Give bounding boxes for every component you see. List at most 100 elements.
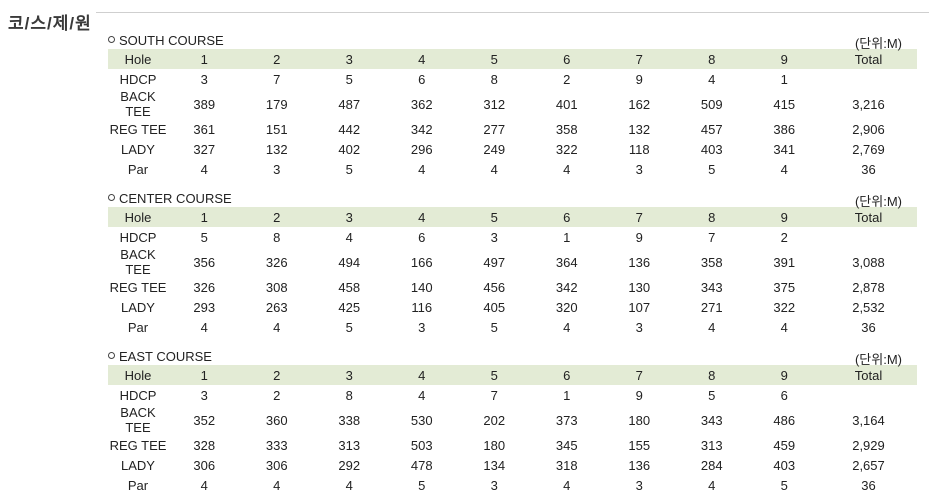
table-cell: 494: [338, 254, 361, 270]
table-cell: 509: [700, 96, 723, 112]
table-cell: 326: [193, 279, 216, 295]
table-cell: 263: [265, 299, 288, 315]
table-cell: 3: [313, 207, 386, 227]
table-cell: 345: [555, 437, 578, 453]
table-cell: 318: [555, 457, 578, 473]
table-cell: 4: [490, 161, 498, 177]
table-cell: 458: [338, 279, 361, 295]
table-cell: 2: [240, 49, 313, 69]
table-cell: 4: [780, 319, 788, 335]
table-cell: 277: [483, 121, 506, 137]
row-label: BACK TEE: [120, 247, 156, 277]
table-cell: 308: [265, 279, 288, 295]
table-cell: 6: [780, 387, 788, 403]
table-cell: 8: [490, 71, 498, 87]
table-cell: 530: [410, 412, 433, 428]
hole-header-row: Hole 1 2 3 4 5 6 7 8 9 Total: [108, 207, 917, 227]
table-cell: 4: [563, 477, 571, 493]
table-cell: 4: [273, 477, 281, 493]
table-cell: 118: [628, 141, 650, 157]
row-label: LADY: [121, 457, 155, 473]
table-cell: 362: [410, 96, 433, 112]
row-label: REG TEE: [109, 437, 167, 453]
table-cell: 7: [603, 365, 676, 385]
course-section: CENTER COURSE (단위:M) Hole 1 2 3 4 5 6 7 8 9 Total HDC…: [108, 191, 917, 337]
table-cell: 358: [555, 121, 578, 137]
table-cell: 456: [483, 279, 506, 295]
table-row: HDCP 5 8 4 6 3 1 9 7 2: [108, 227, 917, 247]
total-cell: 2,878: [852, 279, 885, 295]
table-cell: 3: [490, 477, 498, 493]
table-cell: 1: [168, 49, 241, 69]
row-label: Hole: [108, 365, 168, 385]
total-cell: 3,164: [852, 412, 885, 428]
table-cell: 6: [418, 71, 426, 87]
table-cell: 360: [265, 412, 288, 428]
table-cell: 386: [773, 121, 796, 137]
course-name: SOUTH COURSE: [119, 33, 224, 48]
table-cell: 401: [555, 96, 578, 112]
row-label: REG TEE: [109, 121, 167, 137]
table-row: REG TEE 326 308 458 140 456 342 130 343 375 2,878: [108, 277, 917, 297]
table-cell: 2: [240, 365, 313, 385]
table-cell: 271: [700, 299, 723, 315]
table-cell: 333: [265, 437, 288, 453]
table-cell: 343: [700, 279, 723, 295]
table-cell: 503: [410, 437, 433, 453]
unit-label: (단위:M): [854, 352, 902, 367]
total-cell: 2,906: [852, 121, 885, 137]
table-cell: 3: [635, 319, 643, 335]
total-cell: 36: [861, 477, 876, 493]
table-cell: 6: [530, 207, 603, 227]
table-cell: 403: [700, 141, 723, 157]
course-section: SOUTH COURSE (단위:M) Hole 1 2 3 4 5 6 7 8 9 Total HDCP…: [108, 33, 917, 179]
table-cell: 342: [410, 121, 433, 137]
table-cell: 3: [313, 49, 386, 69]
table-cell: 5: [490, 319, 498, 335]
course-title: CENTER COURSE: [108, 191, 232, 206]
table-cell: 5: [418, 477, 426, 493]
table-cell: 296: [410, 141, 433, 157]
table-row: BACK TEE 352 360 338 530 202 373 180 343 486 3,164: [108, 405, 917, 435]
table-row: HDCP 3 7 5 6 8 2 9 4 1: [108, 69, 917, 89]
table-cell: 3: [200, 387, 208, 403]
table-cell: 373: [555, 412, 578, 428]
table-cell: 7: [273, 71, 281, 87]
scorecard-table: Hole 1 2 3 4 5 6 7 8 9 Total HDCP 3 2 8 4 7 1 9 5 6 BACK TEE 3…: [108, 365, 917, 495]
table-cell: 292: [338, 457, 361, 473]
table-cell: 4: [708, 71, 716, 87]
table-cell: 132: [265, 141, 288, 157]
table-cell: 322: [773, 299, 796, 315]
table-cell: 4: [345, 229, 353, 245]
table-row: LADY 327 132 402 296 249 322 118 403 341 2,769: [108, 139, 917, 159]
table-cell: 6: [530, 365, 603, 385]
table-cell: 4: [563, 161, 571, 177]
table-cell: 4: [708, 319, 716, 335]
row-label: Hole: [108, 207, 168, 227]
table-row: BACK TEE 356 326 494 166 497 364 136 358 391 3,088: [108, 247, 917, 277]
table-row: REG TEE 361 151 442 342 277 358 132 457 386 2,906: [108, 119, 917, 139]
row-label: Par: [127, 477, 149, 493]
circle-bullet-icon: [108, 194, 115, 202]
course-title: EAST COURSE: [108, 349, 212, 364]
table-cell: 8: [675, 49, 748, 69]
table-cell: 312: [483, 96, 506, 112]
table-cell: 442: [338, 121, 361, 137]
page-title: 코/스/제/원: [8, 14, 92, 33]
table-cell: 313: [338, 437, 361, 453]
total-cell: 36: [861, 319, 876, 335]
row-label: BACK TEE: [120, 405, 156, 435]
table-row: BACK TEE 389 179 487 362 312 401 162 509 415 3,216: [108, 89, 917, 119]
course-name: EAST COURSE: [119, 349, 212, 364]
course-title: SOUTH COURSE: [108, 33, 224, 48]
table-cell: 4: [385, 207, 458, 227]
hole-header-row: Hole 1 2 3 4 5 6 7 8 9 Total: [108, 49, 917, 69]
table-cell: 136: [628, 254, 651, 270]
table-cell: 391: [773, 254, 796, 270]
row-label: HDCP: [119, 229, 157, 245]
total-cell: 2,929: [852, 437, 885, 453]
table-cell: 356: [193, 254, 216, 270]
table-row: Par 4 4 5 3 5 4 3 4 4 36: [108, 317, 917, 337]
table-cell: 358: [700, 254, 723, 270]
row-label: Par: [127, 161, 149, 177]
